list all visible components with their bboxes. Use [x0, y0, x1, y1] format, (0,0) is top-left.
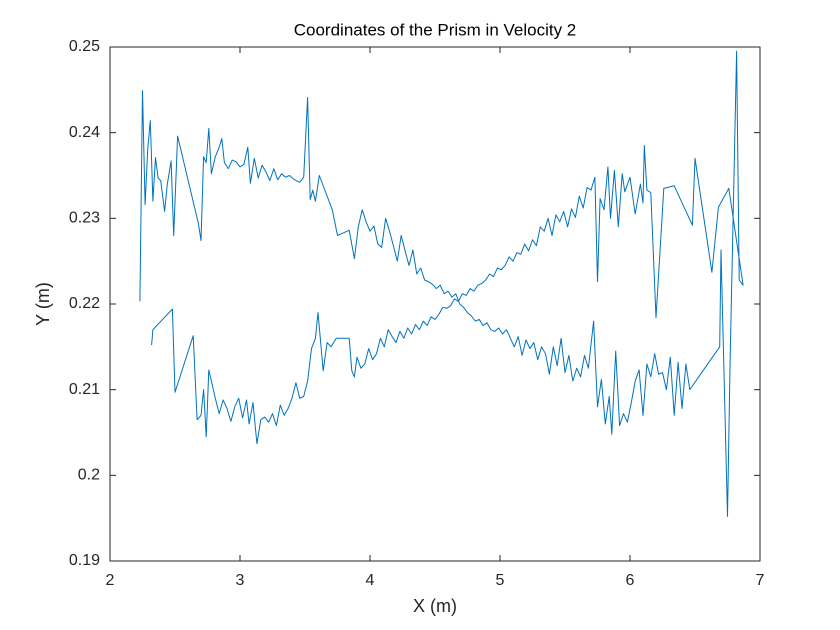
y-tick-label: 0.24	[69, 124, 100, 141]
x-axis-label: X (m)	[413, 596, 457, 616]
y-tick-label: 0.19	[69, 552, 100, 569]
y-axis-label: Y (m)	[33, 282, 53, 326]
chart-title: Coordinates of the Prism in Velocity 2	[294, 20, 577, 39]
y-tick-label: 0.23	[69, 210, 100, 227]
x-tick-label: 7	[756, 572, 765, 589]
y-tick-label: 0.2	[78, 467, 100, 484]
x-tick-label: 6	[626, 572, 635, 589]
x-tick-label: 3	[236, 572, 245, 589]
x-tick-label: 2	[106, 572, 115, 589]
y-tick-label: 0.22	[69, 295, 100, 312]
x-tick-label: 5	[496, 572, 505, 589]
x-tick-label: 4	[366, 572, 375, 589]
axes-box	[109, 46, 761, 562]
y-tick-label: 0.21	[69, 381, 100, 398]
y-tick-label: 0.25	[69, 38, 100, 55]
data-line	[139, 50, 744, 517]
